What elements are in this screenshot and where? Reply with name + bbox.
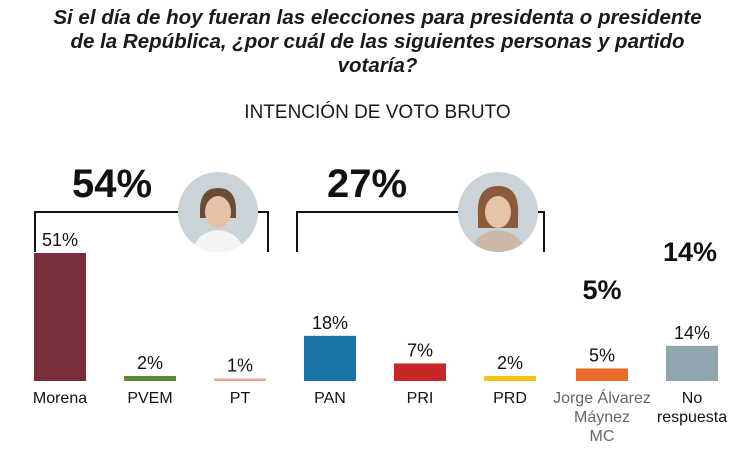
bar-value-label-4: 18% — [312, 313, 348, 333]
category-label-3: PT — [230, 390, 251, 407]
candidate-2-portrait-icon — [458, 172, 538, 252]
bar-value-label-2: 2% — [137, 353, 163, 373]
chart-subtitle: INTENCIÓN DE VOTO BRUTO — [244, 102, 511, 123]
category-label-5: PRI — [407, 390, 434, 407]
bar-value-label-7: 5% — [589, 345, 615, 365]
bar-7 — [576, 368, 628, 381]
group-bracket-2 — [296, 211, 545, 252]
survey-question: Si el día de hoy fueran las elecciones p… — [53, 6, 702, 77]
bar-8 — [666, 345, 718, 381]
bar-4 — [304, 335, 356, 381]
bar-6 — [484, 375, 536, 381]
category-label-8: No respuesta — [657, 390, 727, 426]
bar-1 — [34, 253, 86, 381]
bar-value-label-3: 1% — [227, 355, 253, 375]
bar-value-label-5: 7% — [407, 340, 433, 360]
group-total-label-2: 27% — [327, 162, 407, 206]
category-label-7: Jorge Álvarez Máynez MC — [553, 388, 651, 445]
group-total-label-4: 14% — [663, 237, 717, 267]
candidate-1-portrait-icon — [178, 172, 258, 252]
group-total-label-3: 5% — [582, 275, 621, 305]
bar-value-label-8: 14% — [674, 323, 710, 343]
category-label-2: PVEM — [127, 390, 172, 407]
bar-value-label-6: 2% — [497, 353, 523, 373]
category-label-4: PAN — [314, 390, 346, 407]
bar-2 — [124, 375, 176, 381]
bar-5 — [394, 363, 446, 381]
bar-3 — [214, 378, 266, 381]
category-label-1: Morena — [33, 390, 87, 407]
category-label-6: PRD — [493, 390, 527, 407]
group-total-label-1: 54% — [72, 162, 152, 206]
bar-value-label-1: 51% — [42, 230, 78, 250]
group-bracket-1 — [34, 211, 269, 252]
